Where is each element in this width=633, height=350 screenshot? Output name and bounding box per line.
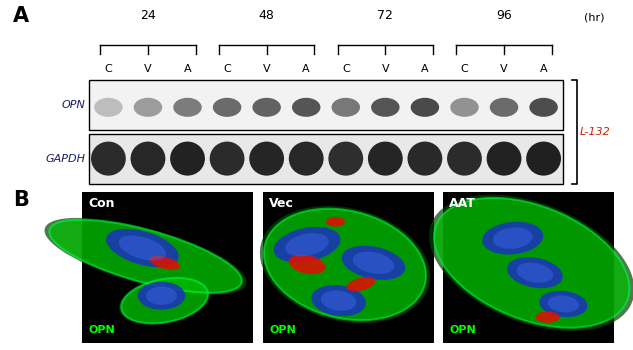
Ellipse shape [273, 227, 341, 262]
Ellipse shape [134, 98, 162, 117]
Ellipse shape [149, 256, 180, 270]
Ellipse shape [408, 141, 442, 176]
Text: A: A [184, 64, 191, 74]
Text: OPN: OPN [269, 325, 296, 335]
Text: C: C [223, 64, 231, 74]
Ellipse shape [346, 277, 375, 292]
Ellipse shape [411, 98, 439, 117]
Ellipse shape [289, 255, 325, 274]
Ellipse shape [536, 312, 560, 323]
Ellipse shape [130, 141, 165, 176]
Ellipse shape [332, 98, 360, 117]
Ellipse shape [119, 277, 210, 324]
Ellipse shape [170, 141, 205, 176]
Ellipse shape [106, 229, 179, 267]
Text: (hr): (hr) [584, 12, 604, 22]
Text: A: A [540, 64, 548, 74]
Text: V: V [500, 64, 508, 74]
Ellipse shape [249, 141, 284, 176]
Bar [89, 134, 563, 184]
Text: GAPDH: GAPDH [46, 154, 85, 163]
Ellipse shape [119, 236, 166, 260]
Ellipse shape [94, 98, 123, 117]
Ellipse shape [329, 141, 363, 176]
Ellipse shape [122, 278, 208, 323]
Ellipse shape [434, 198, 629, 328]
Text: V: V [144, 64, 152, 74]
Ellipse shape [44, 218, 247, 295]
Ellipse shape [213, 98, 241, 117]
Ellipse shape [447, 141, 482, 176]
Text: OPN: OPN [61, 100, 85, 110]
Text: 72: 72 [377, 9, 393, 22]
Ellipse shape [539, 291, 587, 317]
Ellipse shape [368, 141, 403, 176]
Text: A: A [13, 6, 28, 26]
Ellipse shape [146, 287, 177, 305]
Text: V: V [382, 64, 389, 74]
Ellipse shape [493, 228, 532, 249]
Ellipse shape [490, 98, 518, 117]
Ellipse shape [529, 98, 558, 117]
Text: C: C [104, 64, 112, 74]
Ellipse shape [173, 98, 202, 117]
Ellipse shape [517, 262, 553, 283]
Ellipse shape [137, 282, 185, 310]
Ellipse shape [210, 141, 244, 176]
Text: L-132: L-132 [580, 127, 611, 137]
Ellipse shape [326, 217, 345, 227]
Ellipse shape [321, 290, 356, 311]
Text: A: A [421, 64, 429, 74]
Text: A: A [303, 64, 310, 74]
Ellipse shape [91, 141, 126, 176]
Text: Con: Con [89, 197, 115, 210]
Bar [89, 80, 563, 130]
Ellipse shape [487, 141, 522, 176]
Text: 24: 24 [140, 9, 156, 22]
Ellipse shape [342, 246, 405, 280]
Text: C: C [342, 64, 349, 74]
Text: C: C [461, 64, 468, 74]
Ellipse shape [526, 141, 561, 176]
Ellipse shape [253, 98, 281, 117]
Ellipse shape [429, 195, 633, 331]
Text: OPN: OPN [89, 325, 115, 335]
Ellipse shape [285, 233, 329, 256]
Text: AAT: AAT [449, 197, 476, 210]
Ellipse shape [49, 220, 242, 293]
Text: 48: 48 [259, 9, 275, 22]
Ellipse shape [289, 141, 323, 176]
Ellipse shape [507, 257, 563, 288]
Text: B: B [13, 190, 28, 210]
Ellipse shape [260, 206, 430, 323]
Text: Vec: Vec [269, 197, 294, 210]
Ellipse shape [450, 98, 479, 117]
Bar [82, 192, 253, 343]
Bar [263, 192, 434, 343]
Ellipse shape [292, 98, 320, 117]
Bar [443, 192, 614, 343]
Text: V: V [263, 64, 270, 74]
Ellipse shape [482, 222, 543, 254]
Text: 96: 96 [496, 9, 512, 22]
Ellipse shape [353, 252, 394, 274]
Text: OPN: OPN [449, 325, 476, 335]
Ellipse shape [264, 209, 426, 320]
Ellipse shape [548, 295, 579, 313]
Ellipse shape [311, 285, 366, 316]
Ellipse shape [371, 98, 399, 117]
